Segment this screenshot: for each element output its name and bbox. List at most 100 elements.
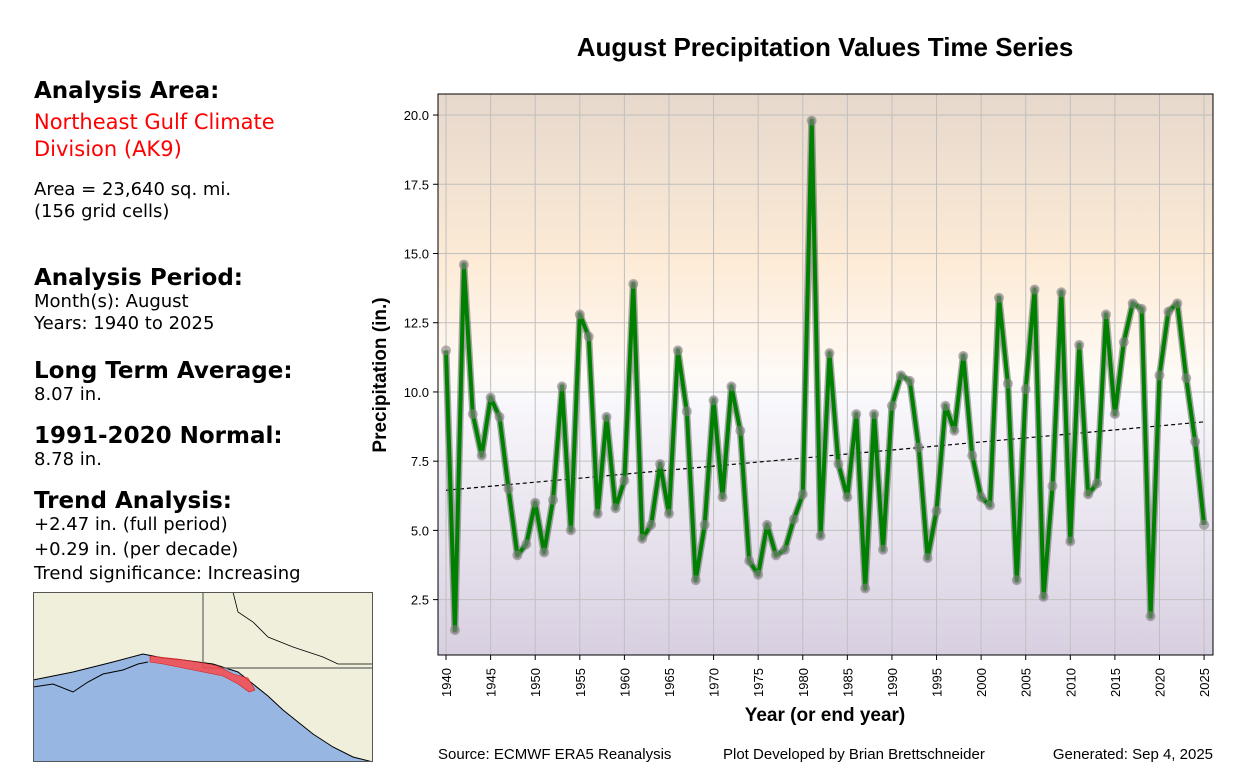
data-point [521,539,532,550]
data-point [539,547,550,558]
data-point [958,350,969,361]
data-point [779,544,790,555]
trend-per-decade: +0.29 in. (per decade) [34,539,239,560]
x-tick-label: 2025 [1197,668,1212,697]
y-tick-label: 20.0 [404,108,429,123]
y-tick-label: 15.0 [404,246,429,261]
x-tick-label: 1990 [885,668,900,697]
data-point [1011,575,1022,586]
data-point [1100,309,1111,320]
data-point [744,555,755,566]
plot-frame [437,93,1214,656]
y-tick-label: 2.5 [411,593,429,608]
data-point [1074,339,1085,350]
y-tick-label: 5.0 [411,523,429,538]
normal-value: 8.78 in. [34,449,102,470]
long-term-average-header: Long Term Average: [34,358,293,384]
data-point [1136,303,1147,314]
data-point [494,411,505,422]
data-point [601,411,612,422]
data-point [1172,298,1183,309]
data-point [1181,373,1192,384]
data-point [637,533,648,544]
area-name-line1: Northeast Gulf Climate [34,110,275,134]
long-term-average-value: 8.07 in. [34,384,102,405]
data-point [530,497,541,508]
y-tick-label: 7.5 [411,454,429,469]
data-point [565,525,576,536]
data-point [441,345,452,356]
source-credit: Source: ECMWF ERA5 Reanalysis [438,746,672,763]
data-point [1083,489,1094,500]
area-size-line1: Area = 23,640 sq. mi. [34,179,232,200]
data-point [663,508,674,519]
data-point [886,400,897,411]
data-point [476,450,487,461]
data-point [735,425,746,436]
x-tick-label: 2010 [1063,668,1078,697]
data-point [1163,306,1174,317]
data-point [931,506,942,517]
data-point [672,345,683,356]
x-tick-label: 1995 [930,668,945,697]
data-point [708,395,719,406]
data-point [619,475,630,486]
analysis-area-header: Analysis Area: [34,78,220,104]
map-frame [33,592,373,762]
map-ocean [33,653,373,762]
x-tick-label: 1955 [573,668,588,697]
trend-analysis-header: Trend Analysis: [34,488,232,514]
y-axis-label: Precipitation (in.) [370,297,391,452]
data-point [762,519,773,530]
data-point [1047,481,1058,492]
data-point [851,409,862,420]
data-point [655,458,666,469]
data-point [681,406,692,417]
data-point [1092,478,1103,489]
x-tick-label: 1960 [617,668,632,697]
area-size-line2: (156 grid cells) [34,201,170,222]
data-point [1029,284,1040,295]
data-point [592,508,603,519]
data-point [993,292,1004,303]
x-tick-label: 1940 [439,668,454,697]
y-tick-label: 10.0 [404,385,429,400]
x-tick-label: 2000 [974,668,989,697]
data-point [548,494,559,505]
data-point [753,569,764,580]
data-point [895,370,906,381]
region-map [33,592,373,762]
data-point [1154,370,1165,381]
period-months: Month(s): August [34,291,189,312]
data-point [610,503,621,514]
x-tick-label: 1950 [528,668,543,697]
data-point [869,409,880,420]
trend-full-period: +2.47 in. (full period) [34,514,228,535]
data-point [646,519,657,530]
data-point [1020,384,1031,395]
x-tick-label: 2020 [1152,668,1167,697]
data-point [556,381,567,392]
data-point [628,278,639,289]
data-point [806,115,817,126]
x-tick-label: 1965 [662,668,677,697]
data-point [797,489,808,500]
data-point [940,400,951,411]
data-point [726,381,737,392]
data-point [833,458,844,469]
data-point [485,392,496,403]
highlighted-climate-division [149,655,256,693]
data-point [1038,591,1049,602]
data-point [913,442,924,453]
data-point [574,309,585,320]
trend-significance: Trend significance: Increasing [34,563,301,584]
x-tick-label: 2005 [1019,668,1034,697]
data-point [1118,337,1129,348]
chart-title: August Precipitation Values Time Series [576,32,1074,62]
generated-date: Generated: Sep 4, 2025 [1052,746,1213,763]
data-point [967,450,978,461]
data-point [1002,378,1013,389]
x-tick-label: 1970 [707,668,722,697]
map-river [232,592,373,665]
data-point [690,575,701,586]
